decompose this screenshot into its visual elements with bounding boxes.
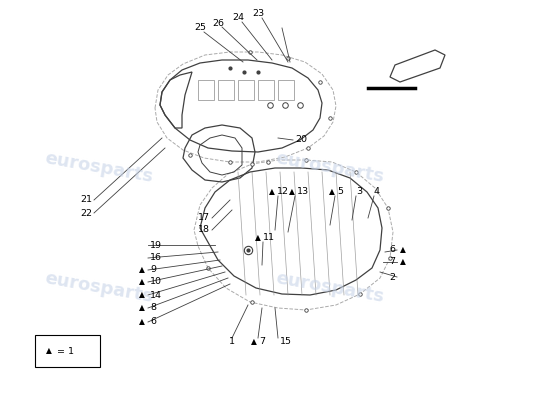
- Text: eurosparts: eurosparts: [43, 270, 155, 306]
- Text: 16: 16: [150, 254, 162, 262]
- Text: 4: 4: [374, 188, 380, 196]
- Text: eurosparts: eurosparts: [43, 150, 155, 186]
- Text: 25: 25: [194, 24, 206, 32]
- Text: 5: 5: [337, 188, 343, 196]
- Text: 13: 13: [297, 188, 309, 196]
- Text: 6: 6: [389, 246, 395, 254]
- Text: 24: 24: [232, 14, 244, 22]
- Text: ▲: ▲: [269, 188, 275, 196]
- Text: 21: 21: [80, 196, 92, 204]
- Text: ▲: ▲: [400, 246, 406, 254]
- Text: = 1: = 1: [57, 346, 74, 356]
- Text: 1: 1: [229, 338, 235, 346]
- Text: 15: 15: [280, 338, 292, 346]
- Text: 19: 19: [150, 240, 162, 250]
- Text: 8: 8: [150, 304, 156, 312]
- Text: ▲: ▲: [251, 338, 257, 346]
- Text: 26: 26: [212, 18, 224, 28]
- Text: ▲: ▲: [46, 346, 52, 356]
- Text: 20: 20: [295, 136, 307, 144]
- Text: 2: 2: [389, 272, 395, 282]
- Text: 12: 12: [277, 188, 289, 196]
- Text: ▲: ▲: [139, 290, 145, 300]
- Text: 6: 6: [150, 318, 156, 326]
- Text: 3: 3: [356, 188, 362, 196]
- Text: 11: 11: [263, 234, 275, 242]
- Text: ▲: ▲: [289, 188, 295, 196]
- Text: 9: 9: [150, 266, 156, 274]
- Text: 7: 7: [259, 338, 265, 346]
- FancyBboxPatch shape: [35, 335, 100, 367]
- Text: 10: 10: [150, 278, 162, 286]
- Text: 22: 22: [80, 208, 92, 218]
- Text: 7: 7: [389, 258, 395, 266]
- Text: ▲: ▲: [139, 318, 145, 326]
- Text: ▲: ▲: [139, 304, 145, 312]
- Text: 23: 23: [252, 10, 264, 18]
- Text: 18: 18: [198, 226, 210, 234]
- Text: eurosparts: eurosparts: [274, 150, 386, 186]
- Text: 14: 14: [150, 290, 162, 300]
- Text: ▲: ▲: [139, 278, 145, 286]
- Text: ▲: ▲: [139, 266, 145, 274]
- Text: 17: 17: [198, 214, 210, 222]
- Text: ▲: ▲: [329, 188, 335, 196]
- Text: ▲: ▲: [400, 258, 406, 266]
- Text: ▲: ▲: [255, 234, 261, 242]
- Text: eurosparts: eurosparts: [274, 270, 386, 306]
